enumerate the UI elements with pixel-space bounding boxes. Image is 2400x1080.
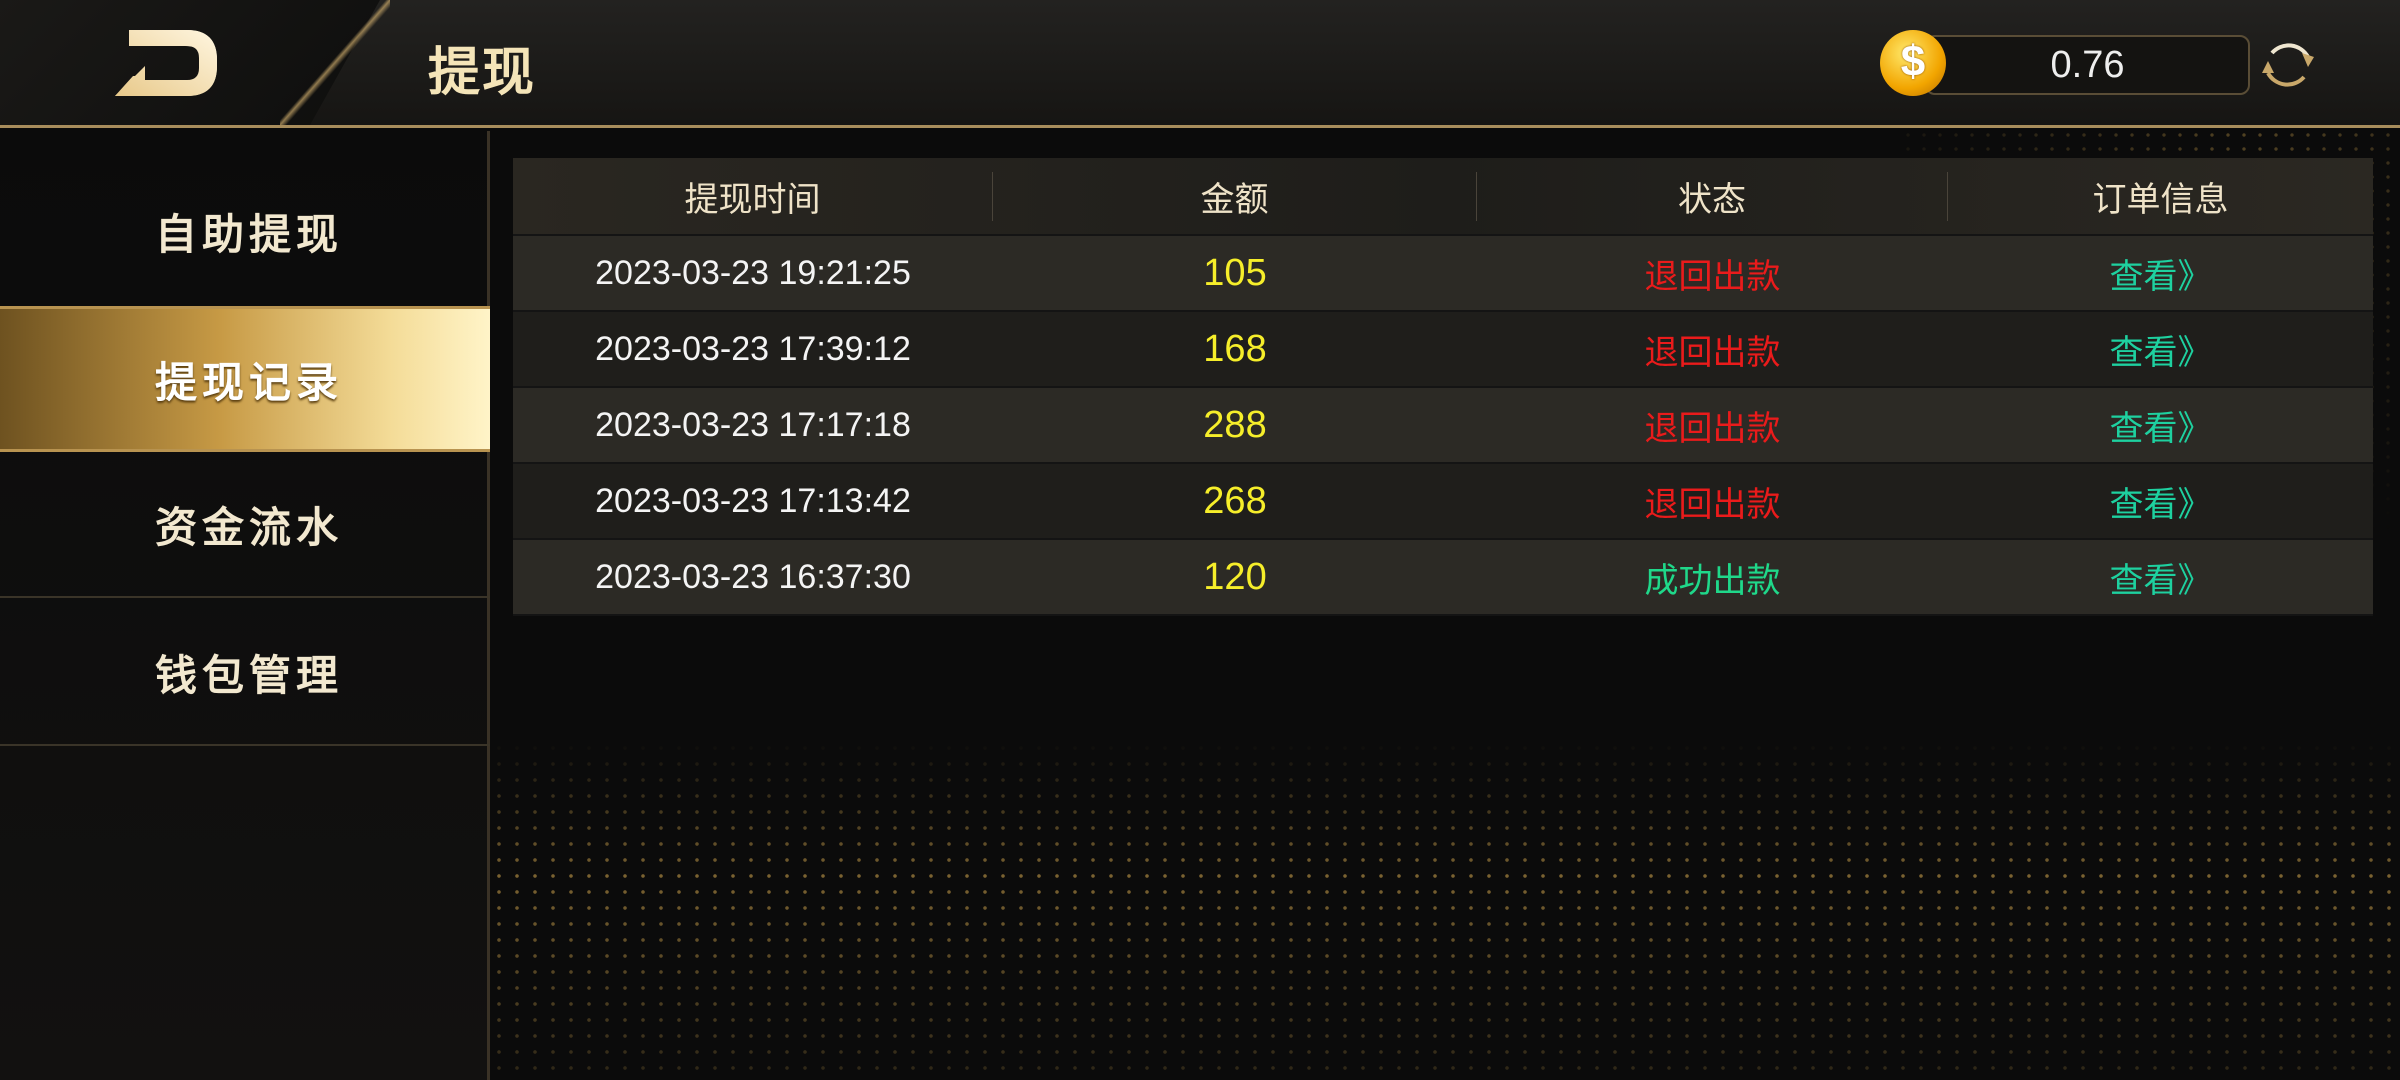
- sidebar-item-withdraw-records[interactable]: 提现记录: [0, 306, 490, 452]
- coin-icon: $: [1880, 30, 1946, 96]
- withdraw-amount: 168: [1203, 327, 1267, 370]
- table-header: 提现时间 金额 状态 订单信息: [513, 158, 2373, 236]
- sidebar-item-self-withdraw[interactable]: 自助提现: [155, 210, 344, 258]
- status-badge: 退回出款: [1644, 485, 1781, 524]
- back-logo-icon[interactable]: [115, 30, 217, 96]
- column-header-time: 提现时间: [513, 171, 993, 221]
- withdraw-amount: 105: [1203, 251, 1267, 294]
- table-row: 2023-03-23 17:13:42 268 退回出款 查看》: [513, 464, 2373, 540]
- withdraw-records-table: 提现时间 金额 状态 订单信息 2023-03-23 19:21:25 105 …: [513, 158, 2373, 616]
- divider: [280, 0, 390, 125]
- status-badge: 退回出款: [1644, 409, 1781, 448]
- withdraw-time: 2023-03-23 19:21:25: [595, 253, 911, 292]
- sidebar-item-wallet-management[interactable]: 钱包管理: [0, 600, 490, 746]
- view-order-link[interactable]: 查看》: [2109, 257, 2212, 296]
- withdraw-time: 2023-03-23 17:13:42: [595, 481, 911, 520]
- status-badge: 成功出款: [1644, 561, 1781, 600]
- table-row: 2023-03-23 16:37:30 120 成功出款 查看》: [513, 540, 2373, 616]
- view-order-link[interactable]: 查看》: [2109, 485, 2212, 524]
- view-order-link[interactable]: 查看》: [2109, 561, 2212, 600]
- refresh-icon[interactable]: [2258, 35, 2318, 95]
- column-header-order-info: 订单信息: [2092, 180, 2229, 219]
- withdraw-amount: 268: [1203, 479, 1267, 522]
- table-row: 2023-03-23 17:17:18 288 退回出款 查看》: [513, 388, 2373, 464]
- column-header-status: 状态: [1477, 171, 1948, 221]
- background-dots: [490, 740, 2400, 1080]
- status-badge: 退回出款: [1644, 257, 1781, 296]
- withdraw-time: 2023-03-23 17:17:18: [595, 405, 911, 444]
- table-row: 2023-03-23 17:39:12 168 退回出款 查看》: [513, 312, 2373, 388]
- withdraw-amount: 120: [1203, 555, 1267, 598]
- balance-display: 0.76: [1925, 35, 2250, 95]
- column-header-amount: 金额: [993, 171, 1477, 221]
- view-order-link[interactable]: 查看》: [2109, 333, 2212, 372]
- withdraw-time: 2023-03-23 17:39:12: [595, 329, 911, 368]
- table-row: 2023-03-23 19:21:25 105 退回出款 查看》: [513, 236, 2373, 312]
- status-badge: 退回出款: [1644, 333, 1781, 372]
- view-order-link[interactable]: 查看》: [2109, 409, 2212, 448]
- withdraw-time: 2023-03-23 16:37:30: [595, 557, 911, 596]
- sidebar-item-fund-flow[interactable]: 资金流水: [0, 452, 490, 598]
- withdraw-amount: 288: [1203, 403, 1267, 446]
- page-title: 提现: [428, 44, 537, 102]
- header: 提现 0.76 $: [0, 0, 2400, 128]
- sidebar: 自助提现 提现记录 资金流水 钱包管理: [0, 131, 490, 1080]
